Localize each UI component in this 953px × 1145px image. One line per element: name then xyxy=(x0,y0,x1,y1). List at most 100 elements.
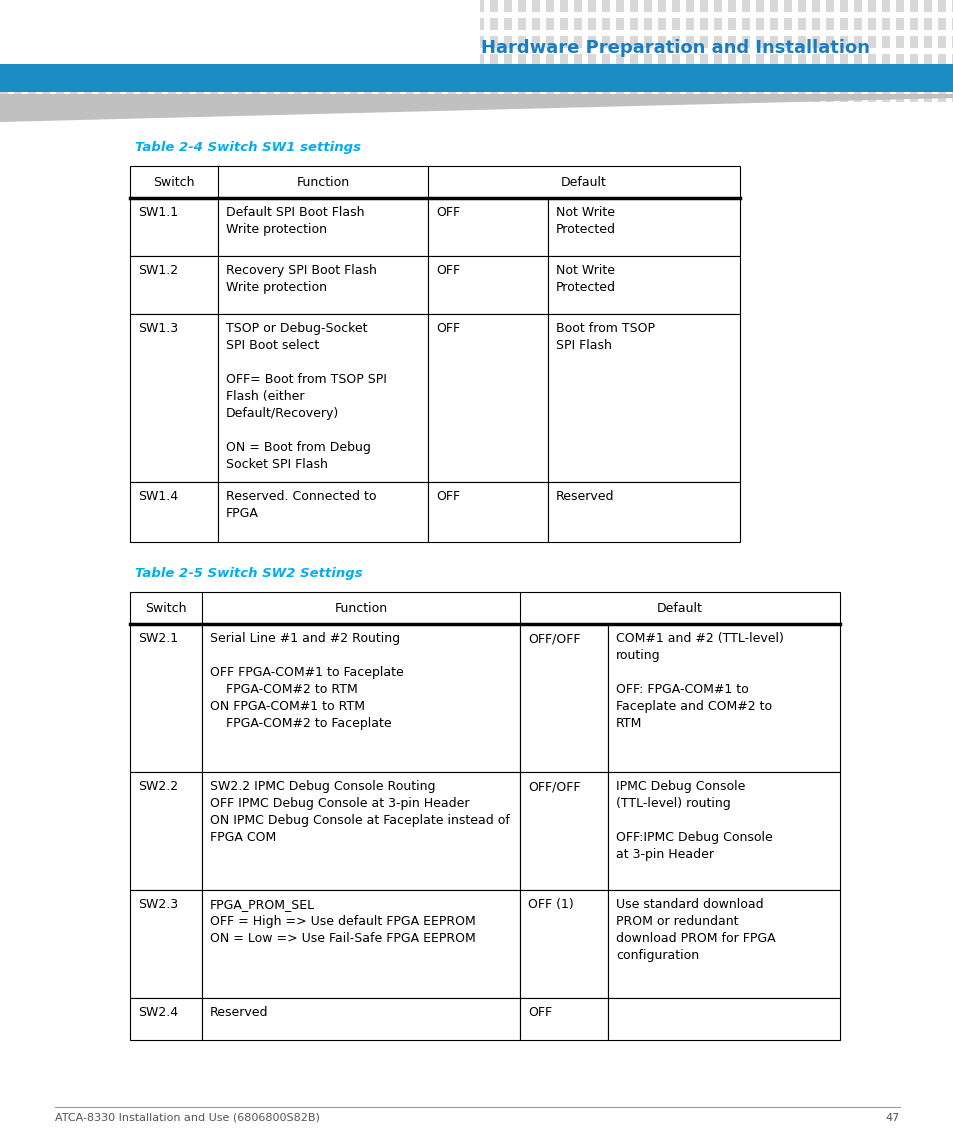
Bar xyxy=(713,72,721,84)
Text: OFF: OFF xyxy=(436,490,459,503)
Bar xyxy=(461,18,470,30)
Bar xyxy=(434,0,441,11)
Bar xyxy=(741,54,749,66)
Bar xyxy=(545,35,554,48)
Bar xyxy=(769,72,778,84)
Bar xyxy=(308,90,315,102)
Bar xyxy=(547,482,740,542)
Bar xyxy=(406,72,414,84)
Bar xyxy=(280,35,288,48)
Bar xyxy=(182,0,190,11)
Bar xyxy=(210,72,218,84)
Bar xyxy=(574,54,581,66)
Bar xyxy=(218,482,428,542)
Bar xyxy=(532,0,539,11)
Bar xyxy=(937,90,945,102)
Bar xyxy=(601,90,609,102)
Bar xyxy=(112,18,120,30)
Bar xyxy=(392,72,399,84)
Bar xyxy=(840,0,847,11)
Bar xyxy=(629,35,638,48)
Bar xyxy=(951,18,953,30)
Bar xyxy=(490,18,497,30)
Bar xyxy=(428,256,547,314)
Bar xyxy=(130,256,218,314)
Bar xyxy=(461,0,470,11)
Bar xyxy=(882,0,889,11)
Bar xyxy=(168,18,175,30)
Bar xyxy=(448,18,456,30)
Bar xyxy=(112,54,120,66)
Bar xyxy=(951,54,953,66)
Bar xyxy=(126,35,133,48)
Bar xyxy=(545,0,554,11)
Bar xyxy=(476,35,483,48)
Bar xyxy=(84,35,91,48)
Bar xyxy=(923,0,931,11)
Bar xyxy=(448,0,456,11)
Text: IPMC Debug Console
(TTL-level) routing

OFF:IPMC Debug Console
at 3-pin Header: IPMC Debug Console (TTL-level) routing O… xyxy=(616,780,772,861)
Bar xyxy=(0,64,953,92)
Bar xyxy=(607,890,840,998)
Bar xyxy=(882,90,889,102)
Bar xyxy=(126,72,133,84)
Bar xyxy=(867,18,875,30)
Bar xyxy=(84,90,91,102)
Bar xyxy=(28,0,36,11)
Bar xyxy=(130,890,202,998)
Bar xyxy=(741,18,749,30)
Bar xyxy=(280,72,288,84)
Bar xyxy=(685,72,693,84)
Bar xyxy=(126,90,133,102)
Bar xyxy=(70,90,78,102)
Bar xyxy=(237,90,246,102)
Bar xyxy=(797,90,805,102)
Bar xyxy=(419,54,428,66)
Bar xyxy=(769,90,778,102)
Text: OFF: OFF xyxy=(436,264,459,277)
Bar xyxy=(202,624,519,772)
Bar xyxy=(406,35,414,48)
Text: COM#1 and #2 (TTL-level)
routing

OFF: FPGA-COM#1 to
Faceplate and COM#2 to
RTM: COM#1 and #2 (TTL-level) routing OFF: FP… xyxy=(616,632,783,731)
Bar xyxy=(130,314,218,482)
Bar xyxy=(797,72,805,84)
Text: Switch: Switch xyxy=(145,601,187,615)
Bar xyxy=(503,0,512,11)
Bar xyxy=(811,72,820,84)
Text: Recovery SPI Boot Flash
Write protection: Recovery SPI Boot Flash Write protection xyxy=(226,264,376,294)
Bar xyxy=(629,18,638,30)
Bar xyxy=(98,72,106,84)
Text: TSOP or Debug-Socket
SPI Boot select

OFF= Boot from TSOP SPI
Flash (either
Defa: TSOP or Debug-Socket SPI Boot select OFF… xyxy=(226,322,387,471)
Bar xyxy=(448,90,456,102)
Bar xyxy=(195,0,204,11)
Bar xyxy=(853,72,862,84)
Bar xyxy=(545,54,554,66)
Text: Reserved. Connected to
FPGA: Reserved. Connected to FPGA xyxy=(226,490,376,520)
Bar xyxy=(224,72,232,84)
Bar xyxy=(70,54,78,66)
Text: Reserved: Reserved xyxy=(556,490,614,503)
Bar xyxy=(195,35,204,48)
Bar xyxy=(840,72,847,84)
Bar xyxy=(210,90,218,102)
Bar xyxy=(266,54,274,66)
Bar xyxy=(364,54,372,66)
Bar xyxy=(867,72,875,84)
Bar xyxy=(428,314,547,482)
Bar xyxy=(882,72,889,84)
Bar xyxy=(28,35,36,48)
Bar xyxy=(853,35,862,48)
Bar xyxy=(448,54,456,66)
Bar xyxy=(490,72,497,84)
Bar xyxy=(98,0,106,11)
Bar xyxy=(517,18,525,30)
Text: Serial Line #1 and #2 Routing

OFF FPGA-COM#1 to Faceplate
    FPGA-COM#2 to RTM: Serial Line #1 and #2 Routing OFF FPGA-C… xyxy=(210,632,403,731)
Bar xyxy=(643,54,651,66)
Bar xyxy=(224,54,232,66)
Bar xyxy=(490,0,497,11)
Bar xyxy=(335,90,344,102)
Bar xyxy=(658,18,665,30)
Bar xyxy=(237,35,246,48)
Bar xyxy=(937,0,945,11)
Bar xyxy=(769,35,778,48)
